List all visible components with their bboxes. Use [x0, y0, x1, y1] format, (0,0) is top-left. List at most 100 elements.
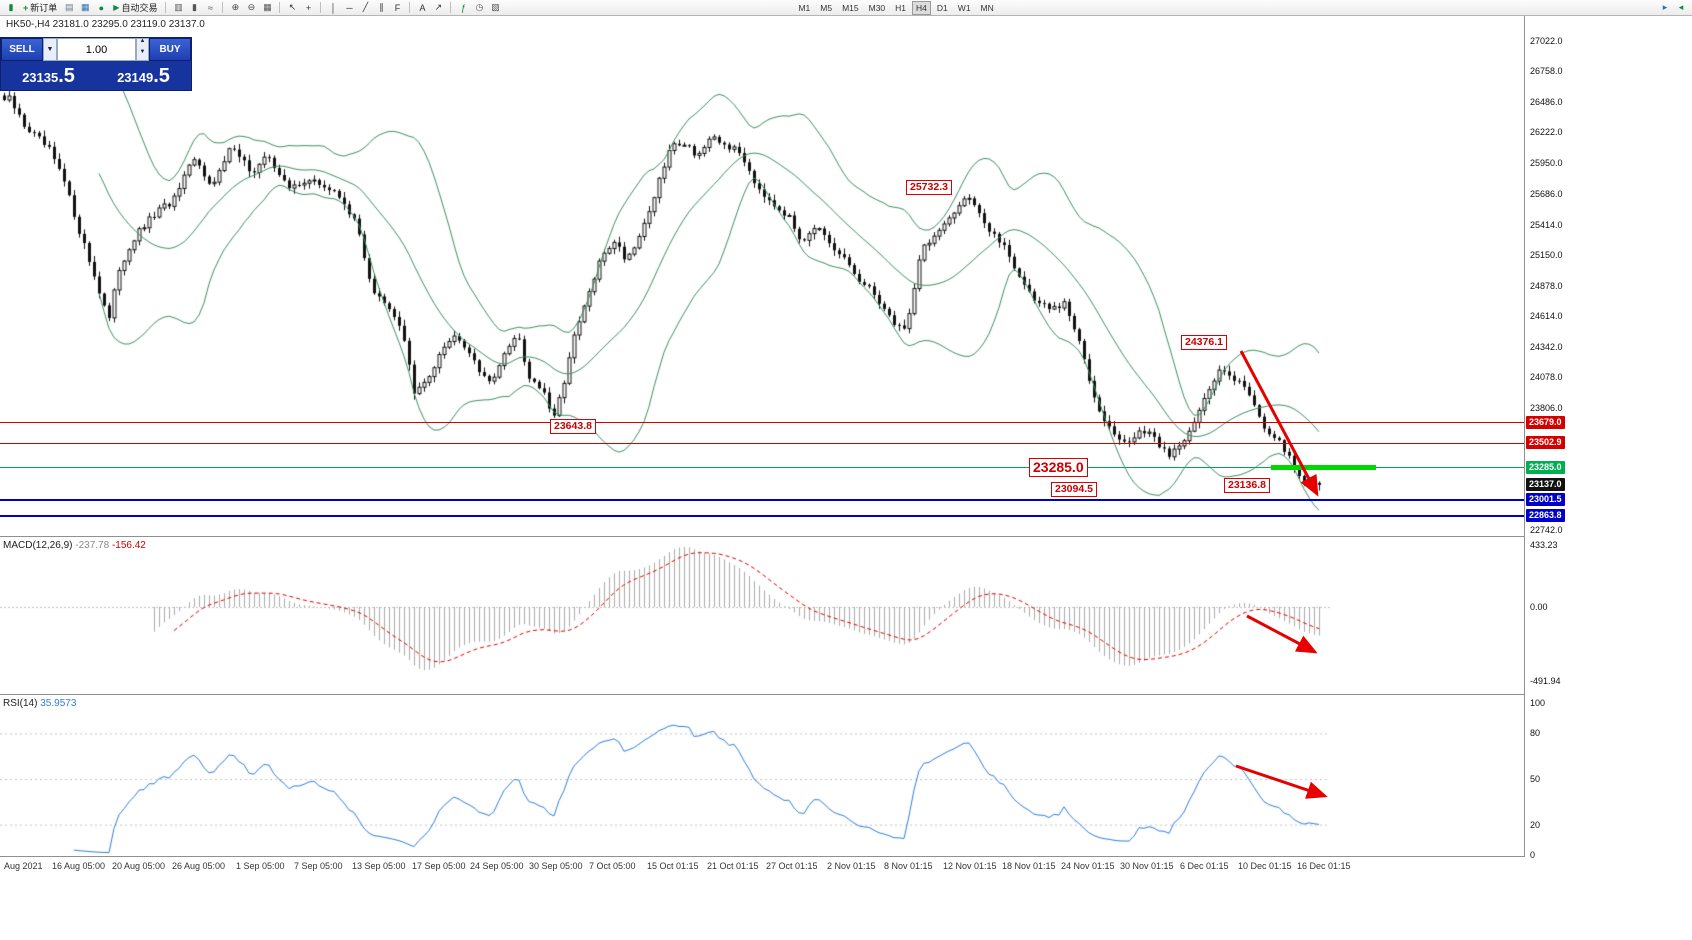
sell-button[interactable]: SELL [1, 38, 43, 61]
fibonacci-icon[interactable]: F [394, 2, 401, 13]
toolbar: ▮ + 新订单 ▤ ▦ ● ▶ 自动交易 ▥ ▮ ≈ ⊕ ⊖ ▦ ↖ + │ ─ ╱ ∥ F A ↗ ƒ ◷ ▧ M1… [0, 0, 1692, 16]
buy-price[interactable]: 23149.5 [117, 65, 170, 87]
axis-tick: 24878.0 [1530, 280, 1563, 291]
autotrading-label: 自动交易 [121, 3, 158, 13]
axis-tick: 27022.0 [1530, 36, 1563, 46]
time-axis-label: Aug 2021 [4, 861, 43, 871]
timeframe-h1[interactable]: H1 [895, 2, 907, 13]
time-axis-label: 6 Dec 01:15 [1180, 861, 1229, 871]
timeframe-m30[interactable]: M30 [868, 2, 886, 13]
volume-spinner: ▲ ▼ [136, 38, 149, 61]
price-annotation[interactable]: 25732.3 [906, 180, 952, 195]
bar-chart-icon[interactable]: ▥ [174, 2, 183, 12]
timeframe-m1[interactable]: M1 [798, 2, 811, 13]
auto-scroll-icon[interactable]: ◂ [1678, 2, 1684, 12]
rsi-scale-label: 100 [1530, 698, 1546, 708]
zoom-in-icon[interactable]: ⊕ [231, 2, 240, 12]
panel-separator[interactable] [0, 856, 1580, 857]
price-annotation[interactable]: 24376.1 [1181, 335, 1227, 350]
rsi-scale-label: 80 [1530, 728, 1541, 739]
timeframe-group: M1 M5 M15 M30 H1 H4 D1 W1 MN [794, 0, 997, 15]
autotrading-button[interactable]: ▶ 自动交易 [110, 1, 160, 15]
panel-separator[interactable] [0, 536, 1580, 537]
profiles-icon[interactable]: ▤ [65, 2, 74, 12]
rsi-panel-canvas[interactable] [0, 695, 1524, 856]
time-axis-label: 20 Aug 05:00 [112, 861, 166, 871]
axis-tick: 25950.0 [1530, 158, 1563, 169]
time-axis-label: 13 Sep 05:00 [352, 861, 406, 871]
toolbar-right-group: ▸ ◂ [1658, 1, 1688, 14]
templates-icon[interactable]: ▧ [491, 2, 500, 12]
candlestick-chart-icon[interactable]: ▮ [8, 2, 14, 12]
axis-tick: 23806.0 [1530, 403, 1563, 414]
price-annotation[interactable]: 23285.0 [1029, 458, 1088, 477]
autotrading-icon: ▶ [113, 3, 120, 12]
timeframe-m5[interactable]: M5 [820, 2, 833, 13]
timeframe-w1[interactable]: W1 [957, 2, 971, 13]
timeframe-mn[interactable]: MN [980, 2, 994, 13]
text-icon[interactable]: A [419, 2, 426, 13]
horizontal-line[interactable] [0, 515, 1524, 518]
zoom-out-icon[interactable]: ⊖ [247, 2, 256, 12]
timeframe-h4[interactable]: H4 [912, 0, 931, 15]
price-tag: 23502.9 [1526, 436, 1565, 450]
new-order-icon: + [23, 2, 29, 13]
vertical-line-icon[interactable]: │ [330, 2, 337, 13]
candlesticks-icon[interactable]: ▮ [191, 2, 197, 12]
toolbar-tools-group: ▥ ▮ ≈ ⊕ ⊖ ▦ ↖ + │ ─ ╱ ∥ F A ↗ ƒ ◷ ▧ [171, 1, 502, 14]
periods-icon[interactable]: ◷ [475, 2, 484, 12]
timeframe-d1[interactable]: D1 [936, 2, 948, 13]
highlight-segment[interactable] [1271, 465, 1376, 471]
volume-dropdown-button[interactable]: ▼ [43, 38, 57, 61]
rsi-value: 35.9573 [40, 698, 77, 709]
time-axis-label: 2 Nov 01:15 [827, 861, 876, 871]
timeframe-m15[interactable]: M15 [842, 2, 859, 13]
time-axis-label: 1 Sep 05:00 [236, 861, 285, 871]
indicators-icon[interactable]: ƒ [460, 2, 466, 13]
new-order-label: 新订单 [30, 3, 58, 13]
horizontal-line[interactable] [0, 422, 1524, 424]
time-axis-label: 26 Aug 05:00 [172, 861, 226, 871]
chart-ohlc-header: HK50-,H4 23181.0 23295.0 23119.0 23137.0 [6, 19, 205, 30]
price-annotation[interactable]: 23643.8 [550, 419, 596, 434]
new-order-button[interactable]: + 新订单 [20, 1, 60, 15]
horizontal-line-icon[interactable]: ─ [346, 2, 353, 13]
macd-panel-canvas[interactable] [0, 537, 1524, 694]
market-watch-icon[interactable]: ● [98, 2, 104, 13]
time-axis-label: 12 Nov 01:15 [943, 861, 997, 871]
toolbar-separator [320, 2, 322, 13]
price-annotation[interactable]: 23094.5 [1051, 482, 1097, 497]
rsi-scale-label: 0 [1530, 850, 1536, 860]
cursor-icon[interactable]: ↖ [288, 2, 297, 12]
rsi-title: RSI(14) [3, 698, 38, 709]
horizontal-line[interactable] [0, 442, 1524, 444]
horizontal-line[interactable] [0, 467, 1524, 469]
price-axis: 27022.0 26758.0 26486.0 26222.0 25950.0 25686… [1524, 16, 1582, 857]
axis-tick: 24078.0 [1530, 372, 1563, 383]
axis-tick: 26758.0 [1530, 66, 1563, 77]
price-tag: 23679.0 [1526, 415, 1565, 429]
horizontal-line[interactable] [0, 499, 1524, 502]
sell-price[interactable]: 23135.5 [22, 65, 75, 87]
buy-button[interactable]: BUY [149, 38, 191, 61]
chart-shift-icon[interactable]: ▸ [1662, 2, 1668, 12]
volume-down-button[interactable]: ▼ [139, 48, 146, 55]
price-annotation[interactable]: 23136.8 [1224, 478, 1270, 493]
axis-tick: 25686.0 [1530, 188, 1563, 199]
price-tag: 23001.5 [1526, 493, 1565, 507]
charts-grid-icon[interactable]: ▦ [81, 2, 90, 12]
arrow-tool-icon[interactable]: ↗ [434, 2, 443, 12]
volume-input[interactable] [57, 38, 136, 61]
panel-separator[interactable] [0, 694, 1580, 695]
trendline-icon[interactable]: ╱ [362, 2, 369, 12]
axis-tick: 24614.0 [1530, 311, 1563, 322]
rsi-scale-label: 50 [1530, 774, 1541, 784]
time-axis-label: 27 Oct 01:15 [766, 861, 818, 871]
main-chart-canvas[interactable] [0, 16, 1524, 537]
line-chart-icon[interactable]: ≈ [207, 2, 213, 13]
crosshair-icon[interactable]: + [305, 2, 312, 13]
time-axis-label: 15 Oct 01:15 [647, 861, 699, 871]
channel-icon[interactable]: ∥ [379, 2, 384, 12]
volume-up-button[interactable]: ▲ [139, 38, 146, 44]
tile-windows-icon[interactable]: ▦ [263, 2, 272, 12]
